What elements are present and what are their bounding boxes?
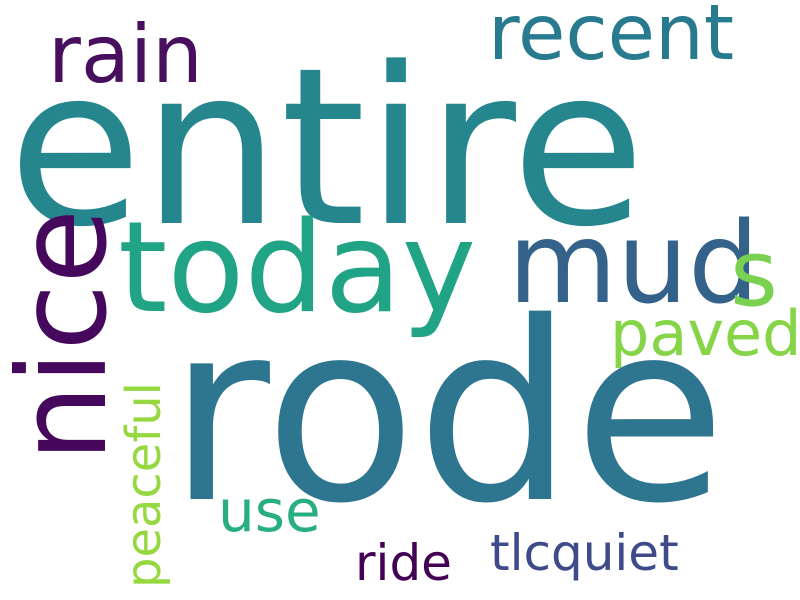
word-nice: nice xyxy=(0,208,134,462)
word-tlcquiet: tlcquiet xyxy=(490,524,679,582)
word-today: today xyxy=(118,194,477,341)
word-rode: rode xyxy=(168,270,727,558)
word-s: s xyxy=(730,220,778,327)
word-entire: entire xyxy=(8,22,646,275)
word-peaceful: peaceful xyxy=(116,382,172,588)
word-paved: paved xyxy=(610,297,800,370)
word-recent: recent xyxy=(488,0,735,78)
word-mud: mud xyxy=(508,199,760,329)
word-ride: ride xyxy=(355,534,452,592)
word-rain: rain xyxy=(48,8,203,101)
word-use: use xyxy=(218,477,321,545)
